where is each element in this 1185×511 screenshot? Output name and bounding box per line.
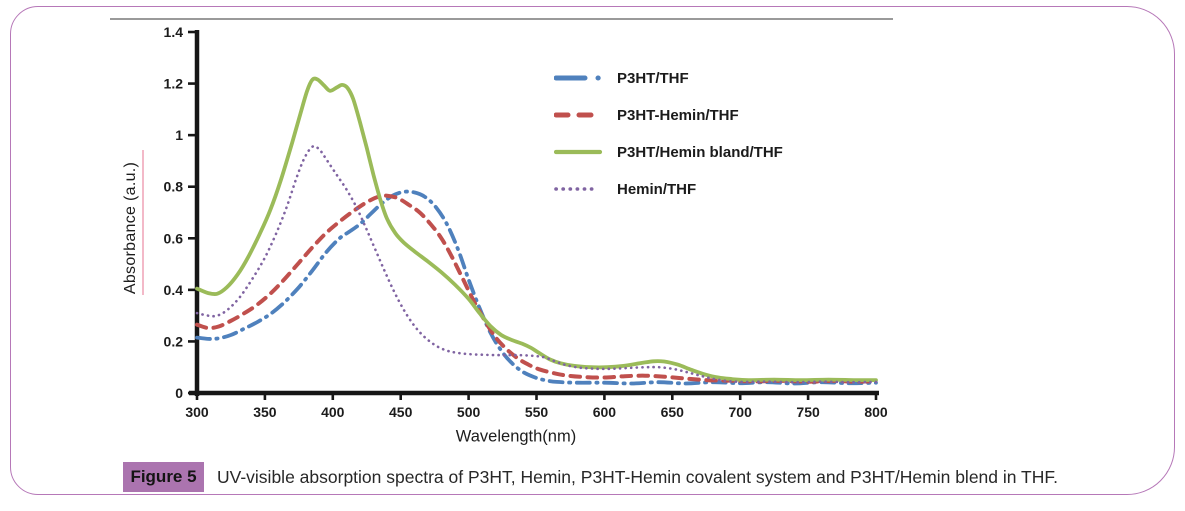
- x-axis-title: Wavelength(nm): [455, 427, 577, 446]
- figure-caption-row: Figure 5 UV-visible absorption spectra o…: [123, 462, 1058, 492]
- legend: P3HT/THF P3HT-Hemin/THF P3HT/Hemin bland/T…: [554, 68, 783, 216]
- x-tick-label: 600: [593, 404, 617, 420]
- y-tick-label: 1.2: [164, 76, 184, 92]
- y-tick-label: 1: [175, 127, 183, 143]
- y-tick-label: 0: [175, 385, 183, 401]
- figure-caption-text: UV-visible absorption spectra of P3HT, H…: [217, 466, 1058, 487]
- y-tick-label: 0.8: [164, 179, 184, 195]
- x-tick-label: 400: [321, 404, 345, 420]
- series-line-p3ht-thf: [195, 189, 878, 386]
- x-tick-label: 500: [457, 404, 481, 420]
- legend-marker-dotted-icon: [554, 187, 600, 191]
- legend-marker-dash-dot-icon: [554, 75, 608, 81]
- x-tick-label: 550: [525, 404, 549, 420]
- series-line-p3ht-hemin-thf: [195, 193, 878, 384]
- legend-marker-dashed-icon: [554, 112, 599, 118]
- legend-item-p3ht-hemin-thf: P3HT-Hemin/THF: [554, 105, 783, 125]
- x-tick-label: 650: [661, 404, 685, 420]
- x-tick-label: 700: [729, 404, 753, 420]
- legend-item-hemin-thf: Hemin/THF: [554, 179, 783, 199]
- legend-label-hemin-thf: Hemin/THF: [617, 180, 697, 198]
- legend-marker-solid-icon: [554, 149, 603, 155]
- x-tick-label: 350: [253, 404, 277, 420]
- x-tick-label: 800: [864, 404, 888, 420]
- x-tick-label: 750: [796, 404, 820, 420]
- legend-item-p3ht-hemin-bland-thf: P3HT/Hemin bland/THF: [554, 142, 783, 162]
- x-tick-label: 300: [185, 404, 209, 420]
- legend-label-p3ht-hemin-bland-thf: P3HT/Hemin bland/THF: [617, 143, 783, 161]
- y-tick-label: 0.4: [164, 282, 184, 298]
- figure-label-badge: Figure 5: [123, 462, 204, 492]
- figure-frame: [10, 6, 1175, 495]
- y-tick-label: 1.4: [164, 24, 184, 40]
- series-line-p3ht-hemin-bland-thf: [195, 76, 878, 383]
- y-axis-title: Absorbance (a.u.): [122, 161, 139, 295]
- x-tick-label: 450: [389, 404, 413, 420]
- legend-label-p3ht-hemin-thf: P3HT-Hemin/THF: [617, 106, 739, 124]
- top-separator-line: [110, 18, 893, 20]
- y-tick-label: 0.6: [164, 230, 184, 246]
- legend-item-p3ht-thf: P3HT/THF: [554, 68, 783, 88]
- pink-highlight-artifact: [142, 150, 144, 295]
- y-tick-label: 0.2: [164, 333, 184, 349]
- series-line-hemin-thf: [195, 144, 878, 384]
- legend-label-p3ht-thf: P3HT/THF: [617, 69, 689, 87]
